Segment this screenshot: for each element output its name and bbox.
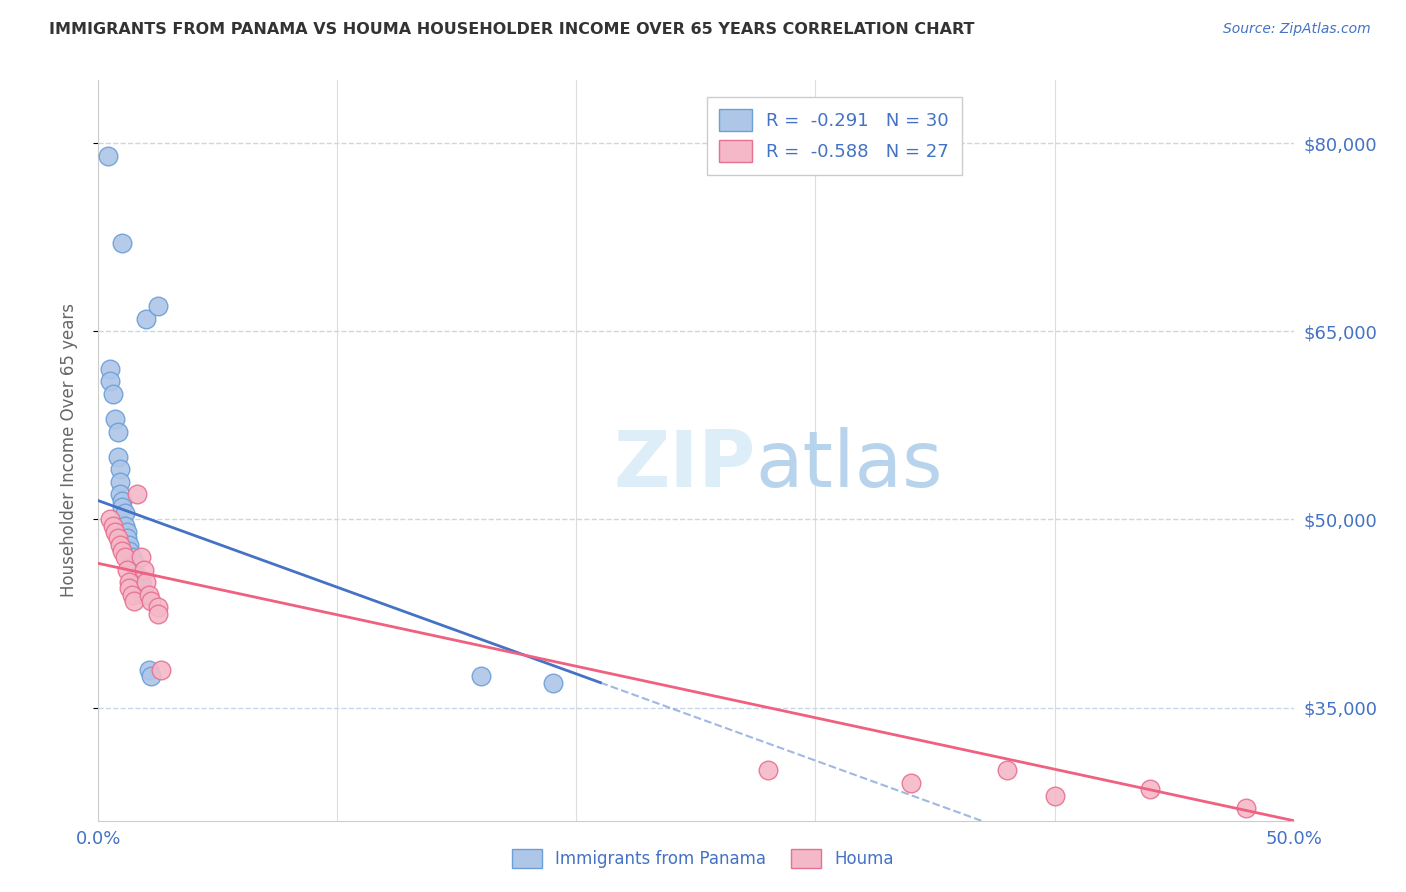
Point bbox=[107, 450, 129, 464]
Point bbox=[900, 776, 922, 790]
Point bbox=[115, 531, 138, 545]
Point bbox=[1234, 801, 1257, 815]
Point bbox=[104, 412, 127, 426]
Legend: Immigrants from Panama, Houma: Immigrants from Panama, Houma bbox=[505, 842, 901, 875]
Point bbox=[111, 493, 134, 508]
Point bbox=[121, 588, 143, 602]
Y-axis label: Householder Income Over 65 years: Householder Income Over 65 years bbox=[59, 303, 77, 598]
Point bbox=[132, 588, 155, 602]
Point bbox=[125, 569, 148, 583]
Point bbox=[124, 594, 146, 608]
Point bbox=[118, 544, 141, 558]
Point bbox=[108, 487, 131, 501]
Point bbox=[98, 375, 122, 389]
Point bbox=[118, 575, 141, 590]
Point bbox=[135, 575, 157, 590]
Text: atlas: atlas bbox=[756, 427, 943, 503]
Point bbox=[108, 462, 131, 476]
Point bbox=[121, 550, 143, 565]
Text: IMMIGRANTS FROM PANAMA VS HOUMA HOUSEHOLDER INCOME OVER 65 YEARS CORRELATION CHA: IMMIGRANTS FROM PANAMA VS HOUMA HOUSEHOL… bbox=[49, 22, 974, 37]
Point bbox=[108, 475, 131, 489]
Point bbox=[98, 512, 122, 526]
Point bbox=[756, 764, 779, 778]
Point bbox=[114, 518, 136, 533]
Point bbox=[124, 557, 146, 571]
Point bbox=[470, 669, 492, 683]
Point bbox=[138, 663, 160, 677]
Point bbox=[115, 563, 138, 577]
Point bbox=[131, 575, 153, 590]
Point bbox=[148, 607, 170, 621]
Text: ZIP: ZIP bbox=[613, 427, 756, 503]
Point bbox=[125, 487, 148, 501]
Point bbox=[149, 663, 172, 677]
Point bbox=[107, 425, 129, 439]
Point bbox=[101, 387, 124, 401]
Point bbox=[118, 582, 141, 596]
Point bbox=[1139, 782, 1161, 797]
Point bbox=[541, 675, 564, 690]
Point bbox=[1043, 789, 1066, 803]
Point bbox=[118, 538, 141, 552]
Point bbox=[139, 669, 162, 683]
Point bbox=[111, 500, 134, 514]
Point bbox=[104, 524, 127, 539]
Point bbox=[135, 311, 157, 326]
Point bbox=[97, 148, 120, 162]
Point bbox=[138, 588, 160, 602]
Point bbox=[108, 538, 131, 552]
Point bbox=[114, 550, 136, 565]
Point bbox=[107, 531, 129, 545]
Point bbox=[111, 236, 134, 251]
Text: Source: ZipAtlas.com: Source: ZipAtlas.com bbox=[1223, 22, 1371, 37]
Point bbox=[148, 600, 170, 615]
Point bbox=[995, 764, 1018, 778]
Point bbox=[132, 563, 155, 577]
Point bbox=[139, 594, 162, 608]
Point bbox=[114, 506, 136, 520]
Point bbox=[98, 362, 122, 376]
Legend: R =  -0.291   N = 30, R =  -0.588   N = 27: R = -0.291 N = 30, R = -0.588 N = 27 bbox=[707, 96, 962, 175]
Point bbox=[101, 518, 124, 533]
Point bbox=[115, 524, 138, 539]
Point bbox=[148, 299, 170, 313]
Point bbox=[131, 550, 153, 565]
Point bbox=[111, 544, 134, 558]
